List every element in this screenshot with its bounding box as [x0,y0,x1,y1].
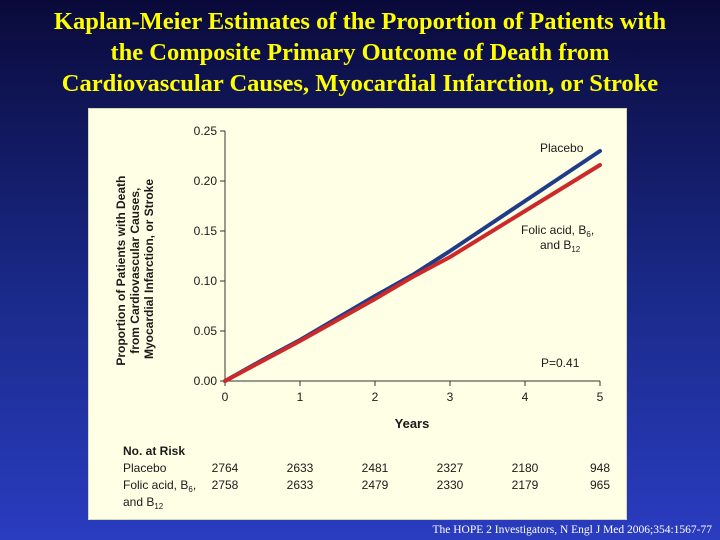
risk-value: 2633 [287,478,314,492]
risk-value: 2481 [362,461,389,475]
slide-title: Kaplan-Meier Estimates of the Proportion… [0,6,720,99]
risk-label-subscript: 6 [188,485,193,494]
risk-value: 2764 [212,461,239,475]
folic-label-part: Folic acid, B [521,223,586,237]
risk-row-label-folic-line2: and B12 [123,495,164,511]
y-axis-label-line: Proportion of Patients with Death [114,176,128,366]
risk-label-part: Folic acid, B [123,478,188,492]
y-ticks: 0.00 0.05 0.10 0.15 0.20 0.25 [194,124,225,388]
y-axis-label: Proportion of Patients with Death from C… [114,172,156,365]
risk-row-label-placebo: Placebo [123,461,167,475]
x-tick-label: 1 [297,390,304,404]
risk-value: 948 [590,461,610,475]
title-line: Cardiovascular Causes, Myocardial Infarc… [61,70,659,97]
folic-label-part: , [591,223,594,237]
risk-value: 965 [590,478,610,492]
risk-value: 2180 [512,461,539,475]
figure-panel: Proportion of Patients with Death from C… [88,108,627,520]
risk-value: 2479 [362,478,389,492]
risk-label-part: , [193,478,196,492]
y-tick-label: 0.05 [194,324,218,338]
risk-label-subscript: 12 [154,502,163,511]
series-line-placebo [223,149,602,383]
x-tick-label: 2 [372,390,379,404]
citation: The HOPE 2 Investigators, N Engl J Med 2… [432,524,713,536]
x-axis-label: Years [395,416,430,431]
p-value: P=0.41 [541,356,580,370]
x-tick-label: 5 [597,390,604,404]
series-group [223,149,602,383]
folic-label-subscript: 6 [586,230,591,239]
risk-values: 2764 2633 2481 2327 2180 948 2758 2633 2479 2330 2… [212,461,611,492]
risk-table-heading: No. at Risk [123,444,185,458]
x-ticks: 0 1 2 3 4 5 [222,381,604,404]
x-tick-label: 4 [522,390,529,404]
y-axis-label-line: Myocardial Infarction, or Stroke [142,179,156,359]
title-line: Kaplan-Meier Estimates of the Proportion… [53,8,667,35]
risk-label-part: and B [123,495,154,509]
x-tick-label: 0 [222,390,229,404]
km-chart: Proportion of Patients with Death from C… [114,124,611,511]
y-axis-label-line: from Cardiovascular Causes, [128,188,142,354]
risk-value: 2330 [437,478,464,492]
y-tick-label: 0.25 [194,124,218,138]
x-tick-label: 3 [447,390,454,404]
folic-label-part: and B [540,238,571,252]
y-tick-label: 0.10 [194,274,218,288]
series-line-folic-acid [223,163,602,383]
risk-row-label-folic: Folic acid, B6, [123,478,196,494]
series-label-folic-acid-line2: and B12 [540,238,581,254]
risk-value: 2327 [437,461,464,475]
y-tick-label: 0.15 [194,224,218,238]
risk-value: 2758 [212,478,239,492]
folic-label-subscript: 12 [571,245,580,254]
y-tick-label: 0.20 [194,174,218,188]
title-line: the Composite Primary Outcome of Death f… [110,39,610,66]
risk-value: 2633 [287,461,314,475]
y-tick-label: 0.00 [194,374,218,388]
series-label-folic-acid: Folic acid, B6, [521,223,594,239]
series-label-placebo: Placebo [540,141,584,155]
risk-value: 2179 [512,478,539,492]
